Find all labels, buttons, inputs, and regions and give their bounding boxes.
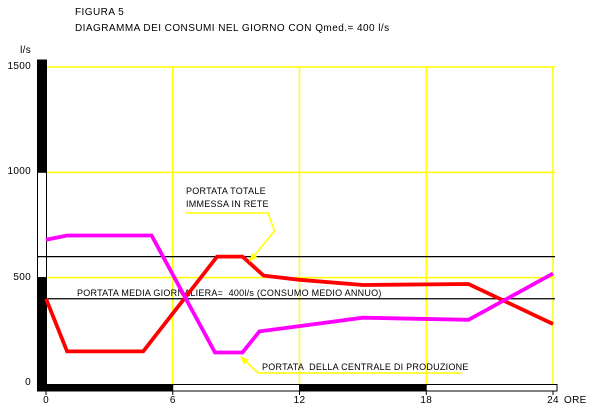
x-tick-label-6: 6 [169, 395, 176, 406]
y-bar-seg-1500-1000 [37, 59, 47, 173]
figure-title: DIAGRAMMA DEI CONSUMI NEL GIORNO CON Qme… [75, 23, 390, 34]
y-axis-unit-label: l/s [20, 45, 31, 56]
total-flow-label-line1: PORTATA TOTALE [186, 186, 266, 196]
figure-label: FIGURA 5 [75, 7, 125, 18]
y-tick-label-500: 500 [13, 271, 31, 283]
x-bar-seg-6-12 [172, 384, 300, 392]
production-label-arrowhead [240, 356, 249, 365]
average-flow-label: PORTATA MEDIA GIORNALIERA= 400l/s (CONSU… [77, 288, 382, 298]
production-flow-label: PORTATA DELLA CENTRALE DI PRODUZIONE [262, 362, 469, 372]
x-axis-unit-label: ORE [564, 395, 587, 406]
total-label-arrowhead [249, 252, 258, 262]
curve-total-flow [44, 254, 554, 354]
y-tick-label-1000: 1000 [7, 166, 31, 178]
y-tick-label-0: 0 [25, 377, 31, 388]
x-bar-seg-0-6 [37, 384, 174, 392]
x-tick-label-24: 24 [547, 395, 559, 406]
gridlines [46, 66, 555, 385]
x-bar-seg-18-24 [425, 384, 558, 392]
x-tick-label-18: 18 [420, 395, 433, 406]
x-bar-seg-12-18 [299, 384, 427, 392]
total-label-leader [185, 212, 276, 257]
x-tick-label-12: 12 [293, 395, 306, 406]
y-tick-label-1500: 1500 [7, 61, 31, 72]
total-flow-label-line2: IMMESSA IN RETE [186, 199, 269, 209]
x-tick-label-0: 0 [43, 395, 49, 406]
axis-bars [37, 59, 558, 395]
y-bar-seg-500-0 [37, 277, 47, 392]
y-bar-seg-1000-500 [37, 171, 47, 279]
